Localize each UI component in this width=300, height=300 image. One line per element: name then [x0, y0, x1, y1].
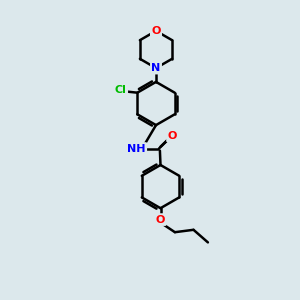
Text: O: O [151, 26, 161, 36]
Text: NH: NH [127, 143, 146, 154]
Text: N: N [152, 63, 160, 73]
Text: O: O [167, 131, 177, 141]
Text: O: O [156, 214, 165, 225]
Text: Cl: Cl [115, 85, 127, 95]
